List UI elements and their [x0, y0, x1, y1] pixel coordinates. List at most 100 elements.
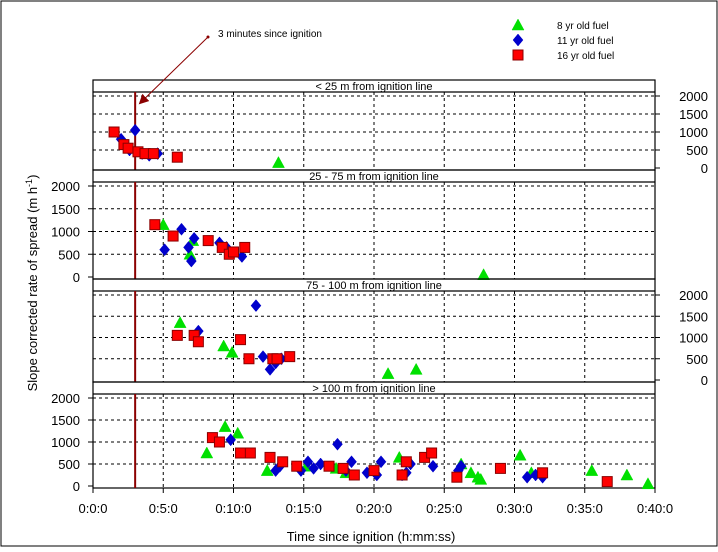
data-point [173, 316, 187, 328]
data-point [601, 476, 613, 488]
y-tick-label: 0 [701, 161, 708, 176]
data-point [451, 471, 463, 483]
data-point [216, 241, 228, 253]
data-point [464, 466, 478, 479]
data-point [277, 456, 289, 468]
y-tick-label: 2000 [51, 391, 80, 406]
y-tick-label: 2000 [51, 179, 80, 194]
data-point [225, 433, 237, 447]
data-point [337, 462, 349, 474]
data-point [192, 336, 204, 348]
data-point [200, 446, 214, 459]
data-point [147, 148, 159, 160]
x-axis-title: Time since ignition (h:mm:ss) [287, 529, 456, 544]
data-point [244, 447, 256, 459]
data-point [171, 329, 183, 341]
y-tick-label: 0 [701, 373, 708, 388]
legend-marker-triangle [511, 18, 525, 31]
data-point [122, 142, 134, 154]
data-point [186, 254, 197, 268]
data-point [348, 469, 360, 481]
data-point [183, 241, 194, 254]
data-point [235, 447, 247, 459]
panel-2: 25 - 75 m from ignition line 0 500 1000 1500… [51, 169, 656, 285]
data-point [585, 464, 599, 476]
data-point [513, 448, 527, 461]
data-point [218, 420, 232, 432]
x-tick-label: 0:0:0 [79, 501, 108, 516]
data-point [323, 460, 335, 472]
data-point [231, 426, 245, 439]
y-tick-label: 1000 [679, 331, 708, 346]
panel-1: < 25 m from ignition line 0 500 1000 1500 200… [92, 79, 708, 176]
data-point [396, 469, 408, 481]
data-point [260, 464, 274, 476]
annotation-text: 3 minutes since ignition [218, 29, 322, 40]
y-tick-label: 1500 [679, 107, 708, 122]
x-tick-label: 0:35:0 [567, 501, 603, 516]
data-point [271, 353, 283, 365]
y-tick-label: 0 [73, 479, 80, 494]
legend-label: 11 yr old fuel [557, 36, 614, 47]
data-point [477, 268, 491, 280]
y-tick-label: 1500 [679, 309, 708, 324]
x-tick-label: 0:20:0 [356, 501, 392, 516]
annotation-layer: 3 minutes since ignition [138, 29, 322, 105]
data-point [302, 455, 314, 469]
legend-marker-diamond [512, 33, 524, 47]
x-tick-label: 0:25:0 [426, 501, 462, 516]
data-point [217, 339, 231, 352]
y-tick-label: 2000 [679, 288, 708, 303]
data-point [291, 460, 303, 472]
x-tick-label: 0:40:0 [637, 501, 673, 516]
legend-label: 16 yr old fuel [557, 51, 614, 62]
x-tick-label: 0:5:0 [149, 501, 178, 516]
x-tick-label: 0:15:0 [286, 501, 322, 516]
data-point [426, 447, 438, 459]
data-point [213, 436, 225, 448]
y-axis-title: Slope corrected rate of spread (m h-1) [24, 175, 40, 392]
data-point [332, 437, 343, 451]
data-point [108, 126, 120, 138]
data-point [409, 362, 423, 375]
y-tick-label: 500 [58, 457, 80, 472]
data-point [620, 468, 634, 481]
y-axis-title-close: ) [25, 175, 40, 179]
data-point [381, 367, 395, 379]
data-point [272, 156, 285, 168]
data-point [149, 219, 161, 231]
y-tick-label: 1000 [51, 435, 80, 450]
legend-marker-square [512, 49, 524, 61]
panels-layer: < 25 m from ignition line 0 500 1000 1500 200… [51, 79, 708, 494]
data-point [284, 351, 296, 363]
y-tick-label: 500 [686, 143, 708, 158]
data-point [228, 246, 239, 258]
data-point [129, 123, 141, 137]
panel-title: > 100 m from ignition line [312, 383, 435, 395]
data-point [257, 350, 269, 364]
data-point [202, 235, 214, 247]
data-point [474, 472, 488, 485]
panel-title: 25 - 75 m from ignition line [309, 171, 439, 183]
y-tick-label: 0 [73, 270, 80, 285]
data-point [400, 456, 412, 468]
panel-3: 75 - 100 m from ignition line 0 500 1000 150… [92, 278, 708, 388]
data-point [308, 462, 319, 475]
x-tick-label: 0:10:0 [215, 501, 251, 516]
data-point [225, 345, 239, 358]
data-point [167, 230, 179, 242]
panel-title: 75 - 100 m from ignition line [306, 280, 442, 292]
data-point [235, 334, 247, 346]
data-point [250, 299, 262, 313]
data-point [641, 477, 655, 490]
data-point [159, 243, 170, 257]
data-point [494, 462, 506, 474]
y-axis-title-superscript: -1 [24, 179, 34, 187]
annotation-dot [206, 35, 210, 39]
data-point [375, 455, 387, 469]
x-tick-label: 0:30:0 [496, 501, 532, 516]
y-tick-label: 2000 [679, 89, 708, 104]
legend: 8 yr old fuel 11 yr old fuel 16 yr old fue… [511, 18, 614, 62]
